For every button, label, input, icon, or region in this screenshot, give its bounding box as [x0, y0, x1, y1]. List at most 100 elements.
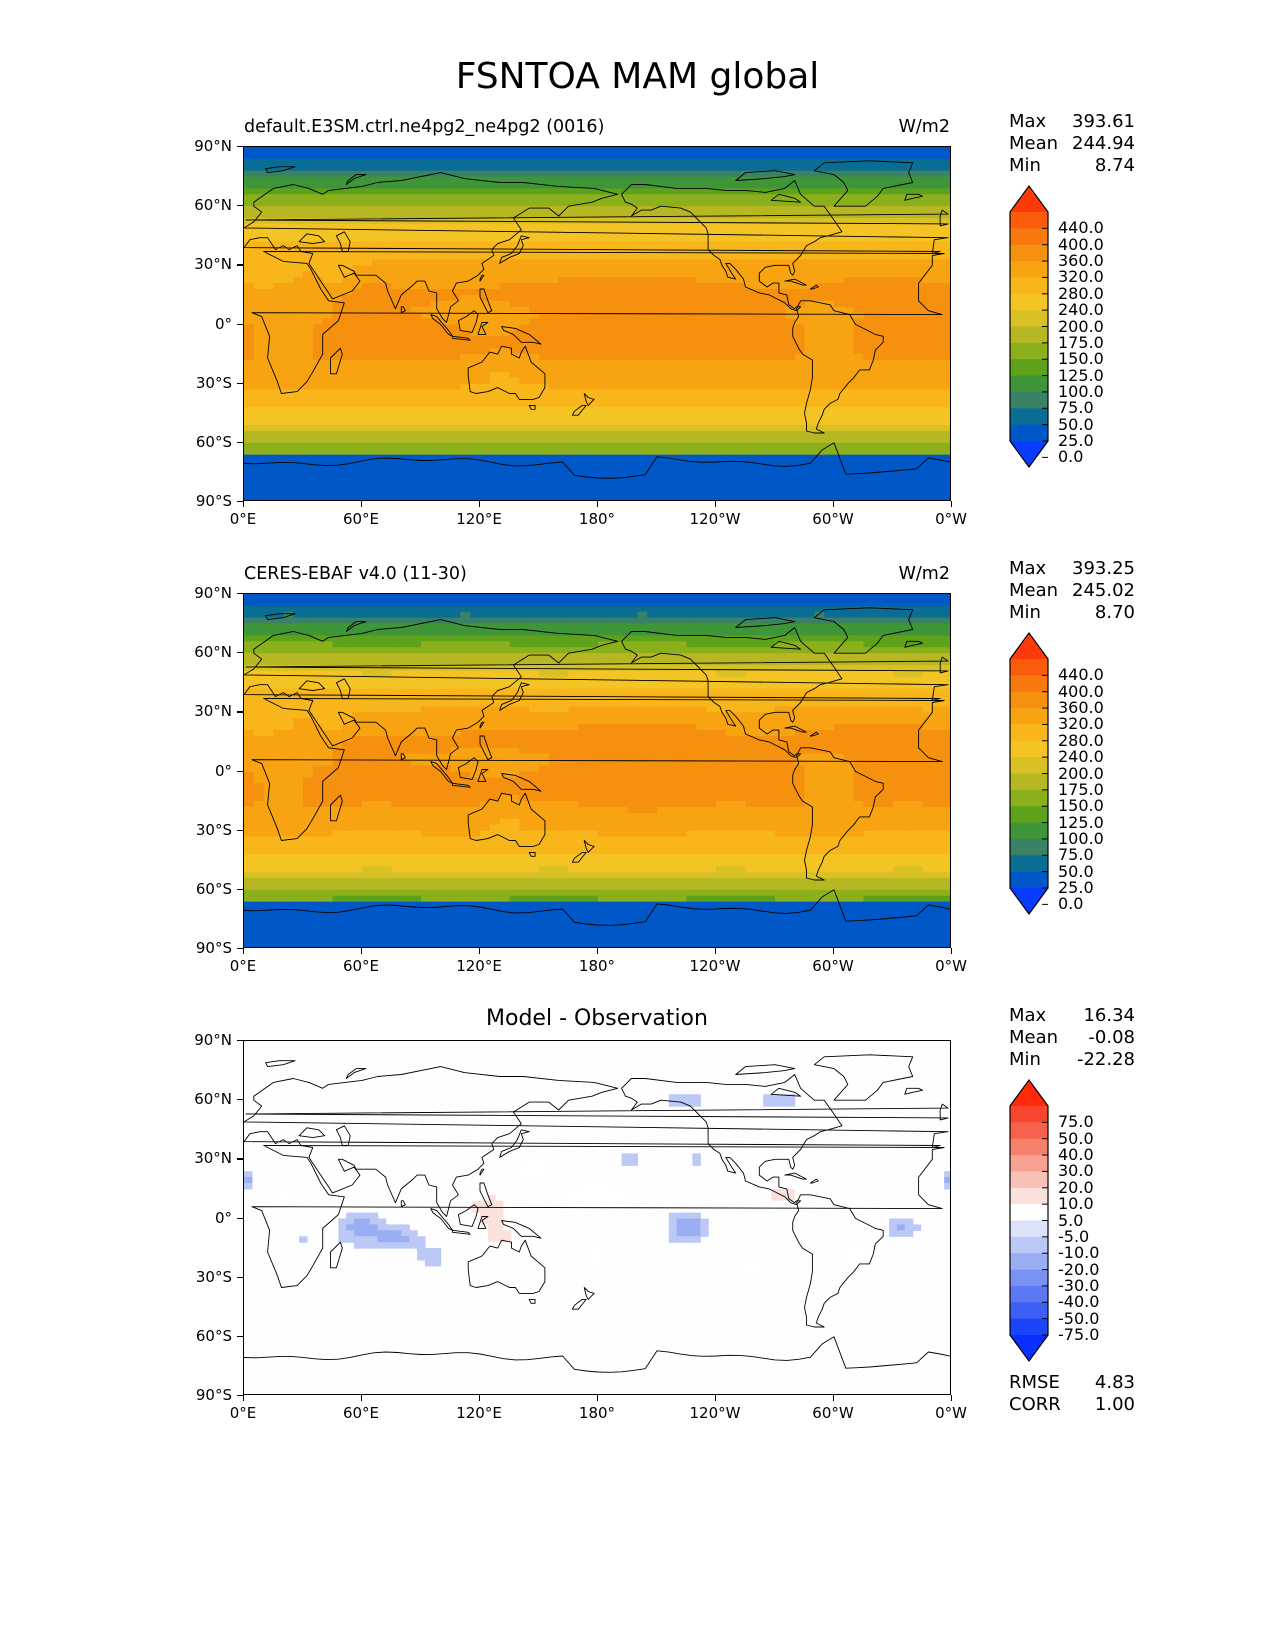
- field-cell: [696, 436, 707, 444]
- field-cell: [588, 419, 599, 426]
- field-cell: [755, 318, 766, 326]
- field-cell: [765, 365, 776, 373]
- field-cell: [607, 253, 619, 261]
- field-cell: [352, 271, 363, 278]
- field-cell: [617, 413, 629, 420]
- field-cell: [765, 283, 776, 290]
- field-cell: [548, 442, 560, 450]
- field-cell: [814, 635, 825, 642]
- field-cell: [834, 152, 845, 160]
- field-cell: [755, 200, 766, 207]
- field-cell: [529, 448, 540, 456]
- field-cell: [352, 401, 363, 408]
- field-cell: [283, 259, 294, 266]
- field-cell: [558, 188, 570, 195]
- field-cell: [804, 342, 815, 349]
- field-cell: [539, 425, 550, 432]
- field-cell: [539, 431, 550, 438]
- field-cell: [902, 218, 914, 225]
- field-cell: [293, 330, 304, 337]
- field-cell: [775, 389, 786, 397]
- field-cell: [775, 188, 786, 195]
- lat-tick-mark: [237, 146, 243, 148]
- field-cell: [686, 365, 697, 373]
- field-cell: [617, 324, 629, 332]
- field-cell: [735, 158, 747, 166]
- field-cell: [293, 289, 304, 296]
- field-cell: [332, 271, 343, 278]
- field-cell: [902, 599, 914, 607]
- field-cell: [902, 407, 914, 414]
- field-cell: [273, 395, 284, 403]
- field-cell: [686, 407, 697, 414]
- field-cell: [440, 594, 452, 601]
- field-cell: [421, 324, 432, 332]
- field-cell: [548, 218, 560, 225]
- field-cell: [568, 200, 579, 207]
- field-cell: [902, 194, 914, 201]
- field-cell: [824, 407, 835, 414]
- field-cell: [588, 442, 599, 450]
- field-cell: [273, 271, 284, 278]
- field-cell: [696, 235, 707, 243]
- field-cell: [666, 354, 678, 361]
- field-cell: [657, 454, 668, 462]
- field-cell: [853, 611, 865, 619]
- field-cell: [755, 365, 766, 373]
- field-cell: [273, 188, 284, 195]
- field-cell: [411, 330, 422, 337]
- field-cell: [460, 413, 471, 420]
- field-cell: [873, 206, 884, 213]
- field-cell: [322, 152, 334, 160]
- field-cell: [401, 431, 412, 438]
- field-cell: [342, 599, 353, 607]
- field-cell: [607, 594, 619, 601]
- field-cell: [706, 484, 717, 491]
- field-cell: [794, 176, 806, 184]
- field-cell: [617, 223, 629, 231]
- field-cell: [627, 383, 638, 391]
- field-cell: [932, 200, 943, 207]
- field-cell: [666, 436, 678, 444]
- field-cell: [804, 354, 815, 361]
- field-cell: [647, 271, 658, 278]
- field-cell: [588, 188, 599, 195]
- field-cell: [873, 490, 884, 497]
- field-cell: [775, 283, 786, 290]
- field-cell: [696, 466, 707, 474]
- field-cell: [942, 348, 950, 355]
- field-cell: [686, 460, 697, 468]
- field-cell: [519, 389, 530, 397]
- field-cell: [647, 599, 658, 607]
- field-cell: [893, 259, 904, 266]
- field-cell: [499, 419, 511, 426]
- field-cell: [804, 259, 815, 266]
- field-cell: [666, 277, 678, 284]
- field-cell: [293, 419, 304, 426]
- field-cell: [657, 229, 668, 237]
- field-cell: [303, 490, 314, 497]
- field-cell: [784, 419, 796, 426]
- field-cell: [863, 635, 874, 642]
- field-cell: [253, 283, 265, 290]
- field-cell: [450, 283, 461, 290]
- field-cell: [912, 425, 924, 432]
- field-cell: [303, 235, 314, 243]
- field-cell: [588, 206, 599, 213]
- field-cell: [578, 312, 589, 320]
- field-cell: [263, 454, 275, 462]
- field-cell: [489, 306, 501, 314]
- field-cell: [893, 389, 904, 397]
- field-cell: [548, 294, 560, 302]
- field-cell: [332, 336, 343, 343]
- field-cell: [883, 383, 894, 391]
- field-cell: [362, 611, 373, 619]
- field-cell: [893, 425, 904, 432]
- panel1-label: default.E3SM.ctrl.ne4pg2_ne4pg2 (0016): [244, 117, 605, 137]
- field-cell: [283, 594, 294, 601]
- field-cell: [312, 200, 324, 207]
- field-cell: [470, 312, 481, 320]
- field-cell: [666, 206, 678, 213]
- field-cell: [588, 389, 599, 397]
- field-cell: [873, 158, 884, 166]
